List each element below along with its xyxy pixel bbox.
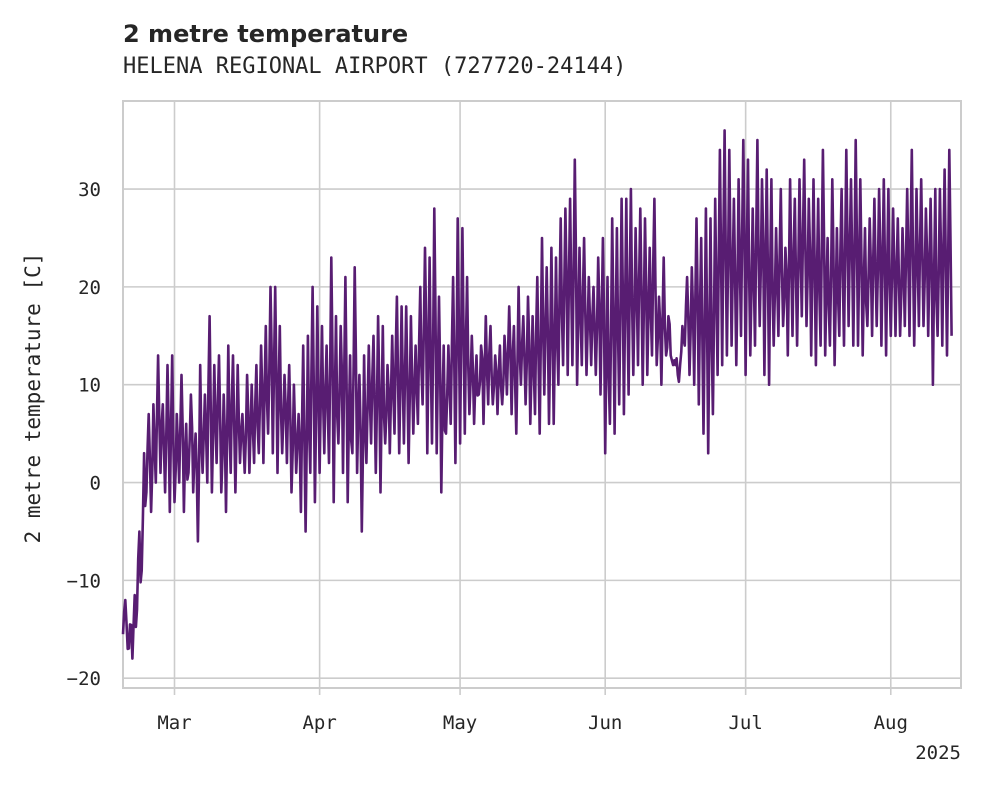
y-tick-label: −20	[67, 668, 101, 690]
x-tick-label: May	[443, 712, 477, 734]
x-tick-label: Aug	[874, 712, 908, 734]
y-axis-label: 2 metre temperature [C]	[21, 253, 45, 544]
plot-frame	[122, 100, 962, 689]
x-tick-label: Jul	[728, 712, 762, 734]
y-tick-label: 30	[78, 179, 101, 201]
x-tick-label: Apr	[302, 712, 336, 734]
chart-title: 2 metre temperature	[123, 20, 408, 48]
y-tick-label: 20	[78, 277, 101, 299]
y-tick-label: 0	[90, 473, 101, 495]
chart-subtitle: HELENA REGIONAL AIRPORT (727720-24144)	[123, 54, 626, 79]
temperature-series-line	[121, 129, 953, 660]
y-tick-label: −10	[67, 570, 101, 592]
x-tick-label: Jun	[588, 712, 622, 734]
x-tick-label: Mar	[157, 712, 191, 734]
y-tick-label: 10	[78, 375, 101, 397]
tick-labels: 30 20 10 0 −10 −20 Mar Apr May Jun Jul Aug	[67, 179, 908, 734]
x-axis-offset-label: 2025	[915, 742, 961, 764]
series-layer	[121, 129, 953, 660]
